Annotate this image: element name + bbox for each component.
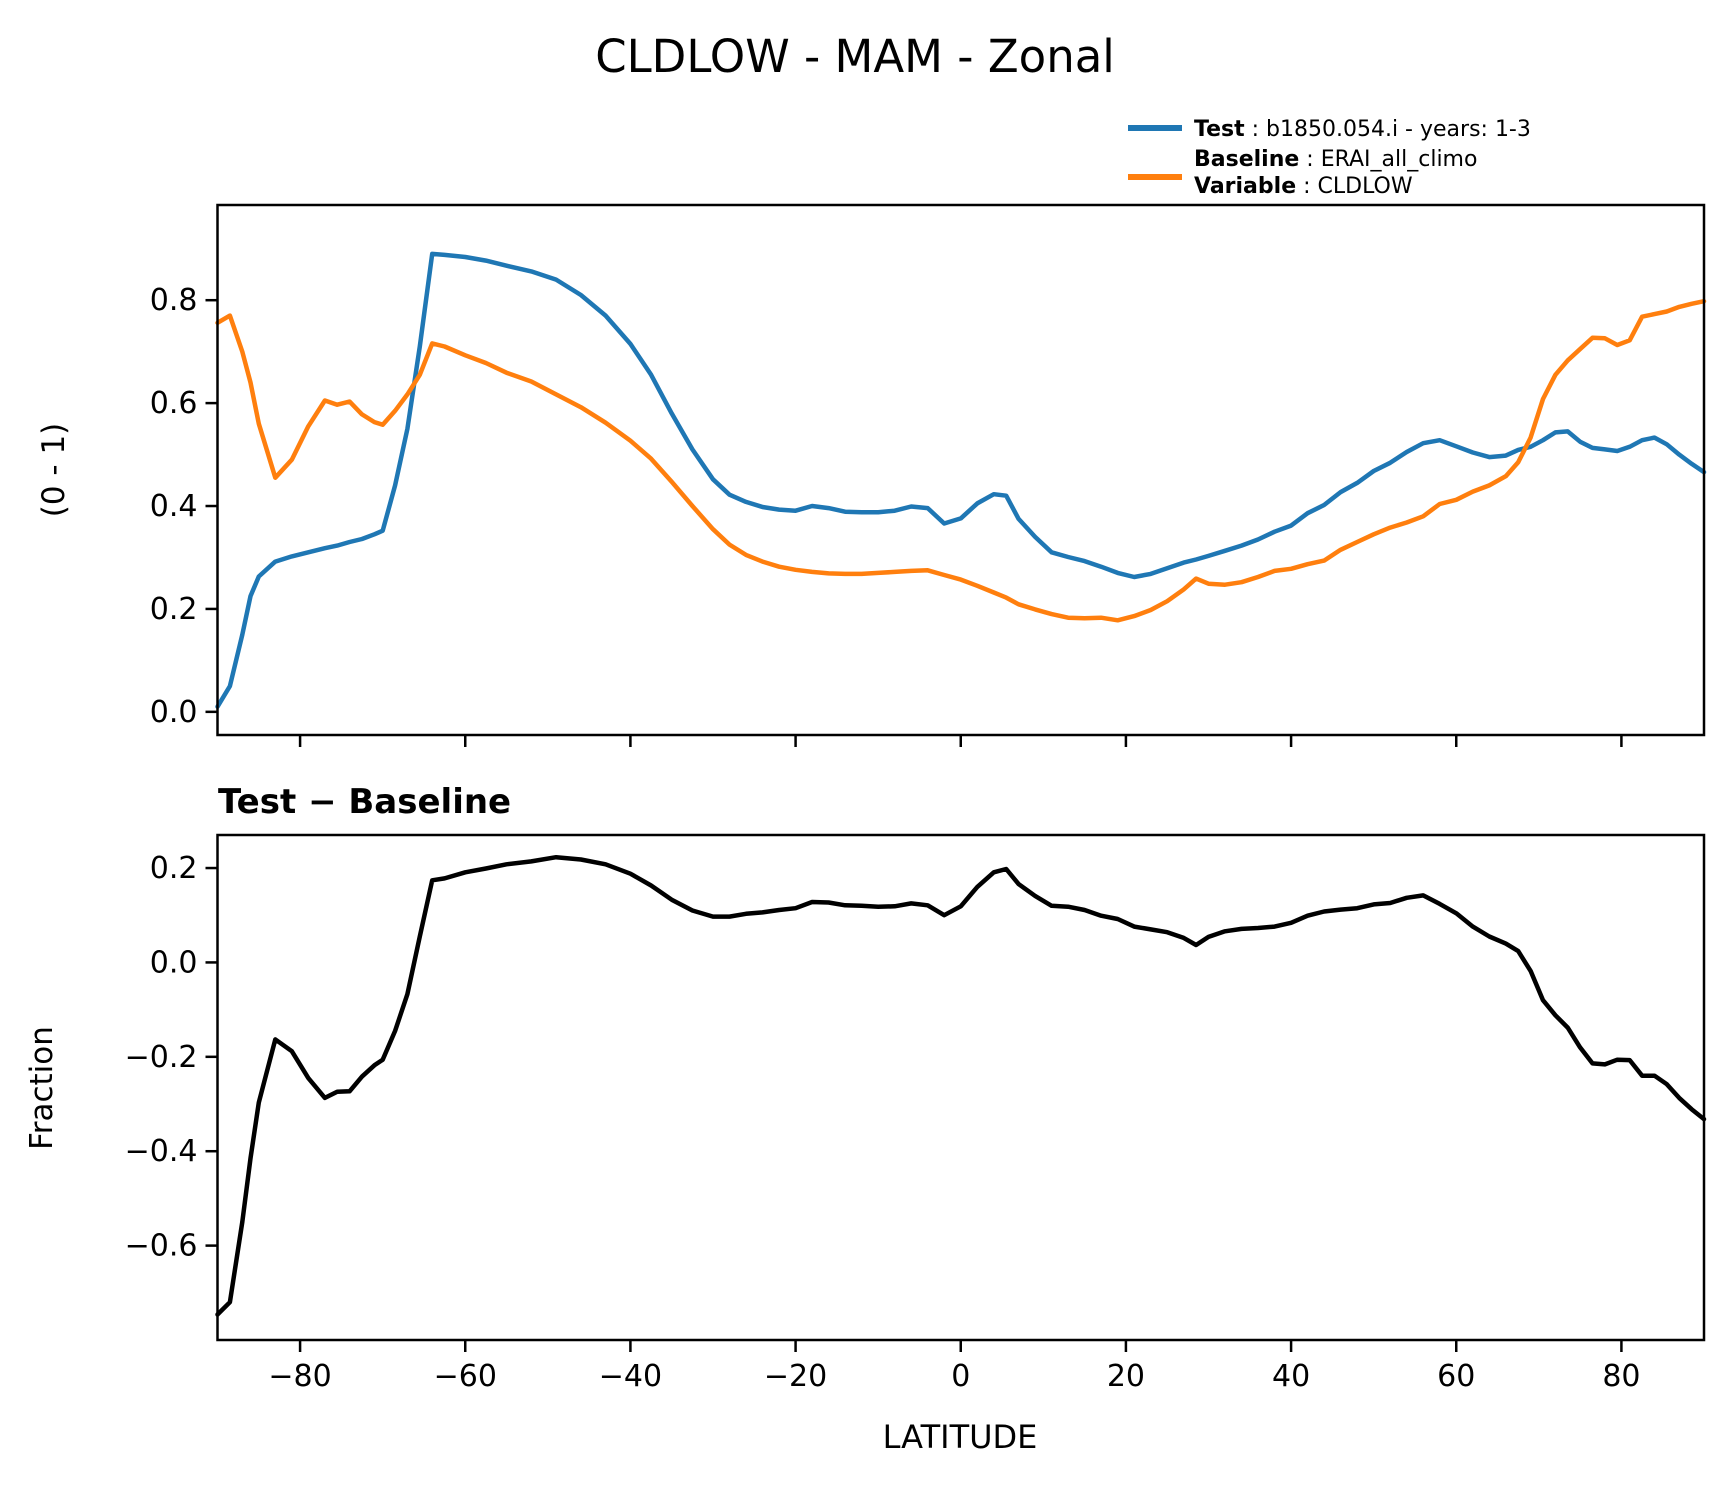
series-line-0 bbox=[215, 854, 1707, 1317]
top-axes-ticks: 0.0 0.2 0.4 0.6 0.8 bbox=[150, 283, 1623, 747]
x-tick-label: 40 bbox=[1272, 1359, 1310, 1394]
x-axis-label: LATITUDE bbox=[883, 1418, 1038, 1456]
y-tick-label: 0.0 bbox=[150, 945, 198, 980]
legend-entry-test: Test : b1850.054.i - years: 1-3 bbox=[1194, 117, 1531, 142]
series-line-1 bbox=[215, 298, 1707, 623]
legend-entry-variable: Variable : CLDLOW bbox=[1194, 174, 1413, 199]
y-tick-label: 0.2 bbox=[150, 592, 198, 627]
top-axes-frame bbox=[216, 203, 1706, 737]
y-tick-label: −0.6 bbox=[125, 1229, 198, 1264]
y-tick-label: 0.6 bbox=[150, 386, 198, 421]
top-y-axis-label: (0 - 1) bbox=[36, 423, 72, 518]
x-tick-label: −20 bbox=[764, 1359, 827, 1394]
bottom-axes-frame bbox=[216, 833, 1706, 1342]
y-tick-label: −0.2 bbox=[125, 1040, 198, 1075]
y-tick-label: 0.2 bbox=[150, 851, 198, 886]
top-axes: 0.0 0.2 0.4 0.6 0.8 (0 - 1) bbox=[36, 203, 1707, 747]
y-tick-label: 0.0 bbox=[150, 695, 198, 730]
x-tick-label: −80 bbox=[268, 1359, 331, 1394]
series-line-0 bbox=[215, 251, 1707, 709]
x-tick-label: 80 bbox=[1602, 1359, 1640, 1394]
bottom-axes-ticks: −80 −60 −40 −20 0 20 40 60 80 0.2 0.0 −0.2 −0.4 −0.6 bbox=[125, 851, 1641, 1394]
bottom-y-axis-label: Fraction bbox=[24, 1026, 60, 1150]
x-tick-label: −60 bbox=[434, 1359, 497, 1394]
bottom-axes-title: Test − Baseline bbox=[218, 782, 511, 822]
x-tick-label: 0 bbox=[951, 1359, 970, 1394]
y-tick-label: 0.4 bbox=[150, 489, 198, 524]
y-tick-label: 0.8 bbox=[150, 283, 198, 318]
bottom-axes-series bbox=[215, 854, 1707, 1317]
y-tick-label: −0.4 bbox=[125, 1134, 198, 1169]
top-axes-series bbox=[215, 251, 1707, 709]
legend-entry-baseline: Baseline : ERAI_all_climo bbox=[1194, 147, 1477, 172]
page-title: CLDLOW - MAM - Zonal bbox=[595, 30, 1115, 83]
bottom-axes: Test − Baseline −80 −60 −40 −20 0 20 40 60 80 0.2… bbox=[24, 782, 1707, 1456]
legend: Test : b1850.054.i - years: 1-3 Baseline… bbox=[1128, 117, 1531, 199]
x-tick-label: −40 bbox=[599, 1359, 662, 1394]
x-tick-label: 60 bbox=[1437, 1359, 1475, 1394]
x-tick-label: 20 bbox=[1107, 1359, 1145, 1394]
